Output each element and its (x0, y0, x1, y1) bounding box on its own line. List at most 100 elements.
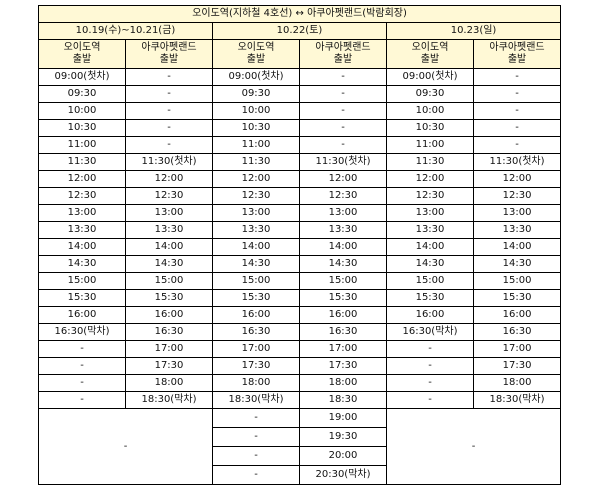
date-header-weekday: 10.19(수)~10.21(금) (38, 22, 213, 40)
column-header-line: 오이도역 (237, 42, 275, 53)
time-cell: 13:00 (299, 204, 387, 222)
timetable-row: 16:30(막차) 16:30 16:30 16:30 16:30(막차) 16:30 (38, 323, 562, 341)
time-cell: - (472, 68, 562, 86)
time-cell: 09:00(첫차) (38, 68, 126, 86)
time-cell: 12:00 (472, 170, 562, 188)
time-cell: - (212, 427, 300, 447)
column-header-line: 출발 (159, 54, 179, 65)
time-cell: 15:00 (212, 272, 300, 290)
time-cell: - (212, 408, 300, 428)
time-cell: - (472, 85, 562, 103)
time-cell: 09:30 (212, 85, 300, 103)
time-cell: - (472, 136, 562, 154)
station-header-row: 오이도역 출발 아쿠아펫랜드 출발 오이도역 출발 아쿠아펫랜드 출발 오이도역 출발 아쿠아펫랜드… (38, 39, 562, 69)
time-cell: - (386, 374, 474, 392)
time-cell: 16:30 (472, 323, 562, 341)
time-cell: 10:30 (386, 119, 474, 137)
time-cell: 13:30 (299, 221, 387, 239)
time-cell: 17:00 (299, 340, 387, 358)
column-header-line: 오이도역 (411, 42, 449, 53)
time-cell: 14:00 (212, 238, 300, 256)
time-cell: 18:00 (125, 374, 213, 392)
time-cell: 14:00 (386, 238, 474, 256)
time-cell: - (125, 85, 213, 103)
column-header-line: 출발 (72, 54, 92, 65)
time-cell: 15:30 (38, 289, 126, 307)
column-header-line: 출발 (333, 54, 353, 65)
time-cell: 16:00 (125, 306, 213, 324)
timetable-row: 12:30 12:30 12:30 12:30 12:30 12:30 (38, 187, 562, 205)
time-cell: 13:00 (38, 204, 126, 222)
timetable-row: 11:30 11:30(첫차) 11:30 11:30(첫차) 11:30 11:30(첫… (38, 153, 562, 171)
time-cell: - (472, 119, 562, 137)
time-cell: - (299, 119, 387, 137)
time-cell: 13:00 (472, 204, 562, 222)
time-cell: 17:30 (212, 357, 300, 375)
time-cell: 12:30 (472, 187, 562, 205)
saturday-extra-row: - -19:00- (38, 408, 562, 485)
time-cell: 11:30(첫차) (125, 153, 213, 171)
time-cell: 16:30(막차) (386, 323, 474, 341)
weekday-extra-placeholder: - (38, 408, 213, 485)
column-header-line: 출발 (246, 54, 266, 65)
time-cell: - (299, 68, 387, 86)
time-cell: 12:00 (125, 170, 213, 188)
time-cell: 13:30 (472, 221, 562, 239)
time-cell: 14:30 (299, 255, 387, 273)
column-header-oido-departure: 오이도역 출발 (386, 39, 474, 69)
time-cell: 16:00 (38, 306, 126, 324)
time-cell: 18:00 (212, 374, 300, 392)
time-cell: 19:00 (299, 408, 387, 428)
time-cell: 12:00 (212, 170, 300, 188)
column-header-line: 아쿠아펫랜드 (489, 42, 545, 53)
timetable-row: 15:30 15:30 15:30 15:30 15:30 15:30 (38, 289, 562, 307)
time-cell: 12:30 (38, 187, 126, 205)
time-cell: 15:30 (472, 289, 562, 307)
time-cell: 17:30 (125, 357, 213, 375)
timetable-row: -18:00 18:00 18:00-18:00 (38, 374, 562, 392)
date-header-saturday: 10.22(토) (212, 22, 387, 40)
time-cell: 11:30 (386, 153, 474, 171)
time-cell: 15:30 (299, 289, 387, 307)
saturday-extra-row: -19:30 (39, 427, 561, 447)
time-cell: - (38, 374, 126, 392)
time-cell: 14:30 (125, 255, 213, 273)
time-cell: 11:00 (386, 136, 474, 154)
route-title: 오이도역(지하철 4호선) ↔ 아쿠아펫랜드(박람회장) (37, 5, 562, 23)
time-cell: - (212, 446, 300, 466)
time-cell: 11:00 (38, 136, 126, 154)
sunday-extra-placeholder: - (385, 408, 562, 485)
time-cell: 10:00 (386, 102, 474, 120)
time-cell: 10:00 (38, 102, 126, 120)
time-cell: 10:00 (212, 102, 300, 120)
shuttle-timetable: 오이도역(지하철 4호선) ↔ 아쿠아펫랜드(박람회장) 10.19(수)~10… (37, 5, 562, 485)
time-cell: 10:30 (38, 119, 126, 137)
timetable-row: -18:30(막차) 18:30(막차) 18:30-18:30(막차) (38, 391, 562, 409)
time-cell: 16:30 (125, 323, 213, 341)
time-cell: 16:30 (299, 323, 387, 341)
timetable-row: 14:00 14:00 14:00 14:00 14:00 14:00 (38, 238, 562, 256)
time-cell: 18:30(막차) (472, 391, 562, 409)
timetable-row: 13:30 13:30 13:30 13:30 13:30 13:30 (38, 221, 562, 239)
time-cell: 12:30 (212, 187, 300, 205)
time-cell: 11:30 (38, 153, 126, 171)
time-cell: - (125, 68, 213, 86)
date-header-row: 10.19(수)~10.21(금) 10.22(토) 10.23(일) (38, 22, 562, 40)
time-cell: 15:00 (386, 272, 474, 290)
time-cell: 14:30 (212, 255, 300, 273)
timetable-row: 10:00-10:00-10:00- (38, 102, 562, 120)
time-cell: 15:00 (299, 272, 387, 290)
column-header-line: 아쿠아펫랜드 (141, 42, 197, 53)
column-header-aquapet-departure: 아쿠아펫랜드 출발 (472, 39, 562, 69)
time-cell: 19:30 (299, 427, 387, 447)
time-cell: - (125, 136, 213, 154)
time-cell: 13:30 (386, 221, 474, 239)
timetable-row: -17:30 17:30 17:30-17:30 (38, 357, 562, 375)
timetable-row: 14:30 14:30 14:30 14:30 14:30 14:30 (38, 255, 562, 273)
time-cell: 11:30 (212, 153, 300, 171)
time-cell: 12:00 (299, 170, 387, 188)
time-cell: 15:00 (472, 272, 562, 290)
time-cell: - (386, 391, 474, 409)
time-cell: 20:30(막차) (299, 465, 387, 485)
time-cell: 14:30 (472, 255, 562, 273)
